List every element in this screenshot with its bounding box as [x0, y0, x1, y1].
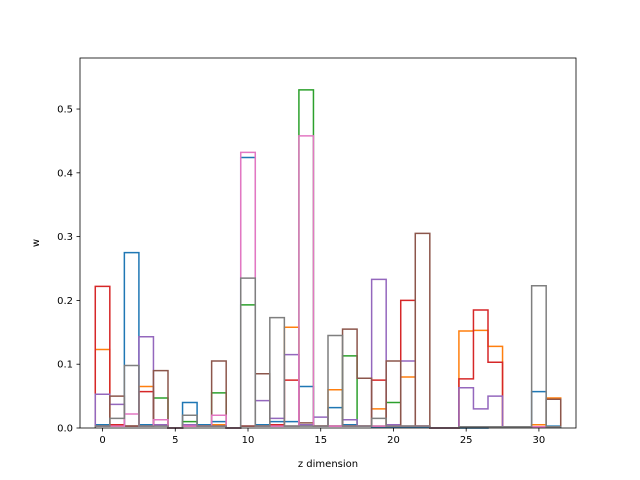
- x-tick-label: 0: [99, 435, 105, 446]
- y-tick-label: 0.1: [57, 360, 73, 371]
- x-tick-label: 5: [172, 435, 178, 446]
- y-tick-label: 0.4: [57, 168, 73, 179]
- y-tick-label: 0.0: [57, 424, 73, 435]
- x-tick-label: 15: [314, 435, 327, 446]
- y-tick-label: 0.3: [57, 232, 73, 243]
- x-tick-label: 10: [242, 435, 255, 446]
- axes-frame: [79, 57, 577, 429]
- y-tick-label: 0.5: [57, 105, 73, 116]
- x-axis: 0 5 10 15 20 25 30: [99, 428, 545, 446]
- x-tick-label: 20: [387, 435, 400, 446]
- y-axis-label: w: [31, 239, 42, 247]
- x-tick-label: 25: [460, 435, 473, 446]
- x-tick-label: 30: [533, 435, 546, 446]
- y-tick-label: 0.2: [57, 296, 73, 307]
- series-7-step-line: [94, 277, 562, 429]
- y-axis: 0.0 0.1 0.2 0.3 0.4 0.5: [57, 105, 80, 435]
- x-axis-label: z dimension: [298, 459, 358, 470]
